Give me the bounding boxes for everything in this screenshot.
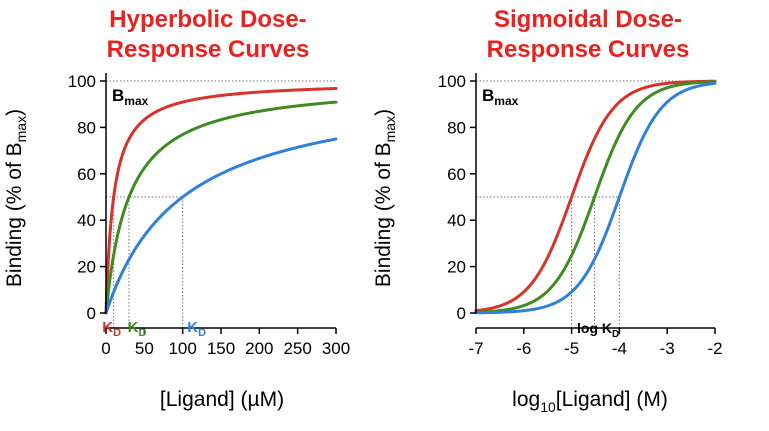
y-tick-label: 80 — [77, 118, 96, 137]
kd-label-main: K — [187, 319, 198, 336]
x-tick-label: -6 — [516, 339, 531, 358]
y-tick-label: 40 — [447, 211, 466, 230]
left-ylabel-main: Binding (% of B — [3, 142, 26, 287]
right-xlabel-end: [Ligand] (M) — [556, 388, 668, 411]
y-tick-label: 60 — [447, 165, 466, 184]
y-tick-label: 60 — [77, 165, 96, 184]
red-curve — [104, 86, 338, 315]
y-tick-label: 20 — [77, 258, 96, 277]
x-tick-label: -5 — [564, 339, 579, 358]
x-tick-label: -3 — [660, 339, 675, 358]
kd-label-sub: D — [113, 327, 121, 339]
left-y-axis-label: Binding (% of Bmax) — [3, 109, 29, 287]
left-bmax-main: B — [112, 86, 124, 105]
kd-label-main: K — [102, 319, 113, 336]
x-tick-label: 300 — [322, 339, 350, 358]
right-bmax-sub: max — [494, 94, 518, 108]
blue-curve — [104, 137, 338, 315]
y-tick-label: 40 — [77, 211, 96, 230]
green-curve — [104, 100, 338, 315]
left-axes — [100, 73, 337, 334]
left-title-line1: Hyperbolic Dose- — [109, 6, 306, 33]
left-kd-labels: KD KD KD — [102, 319, 206, 339]
left-x-axis-label: [Ligand] (µM) — [160, 388, 284, 411]
left-x-tick-labels: 0 50 100 150 200 250 300 — [101, 339, 350, 358]
right-ylabel-sub: max — [382, 116, 398, 142]
x-tick-label: -7 — [468, 339, 483, 358]
right-y-axis-label: Binding (% of Bmax) — [372, 109, 398, 287]
left-title-line2: Response Curves — [107, 36, 310, 63]
right-ylabel-main: Binding (% of B — [372, 142, 395, 287]
red-kd-label: KD — [102, 319, 121, 339]
right-title-line1: Sigmoidal Dose- — [494, 6, 682, 33]
green-kd-label: KD — [128, 319, 147, 339]
left-curves — [104, 86, 338, 315]
y-tick-label: 0 — [87, 304, 96, 323]
x-tick-label: 150 — [207, 339, 235, 358]
x-tick-label: 200 — [245, 339, 273, 358]
left-bmax-sub: max — [124, 94, 148, 108]
right-guide-lines — [476, 80, 715, 328]
right-ylabel-end: ) — [372, 109, 395, 116]
kd-label-sub: D — [198, 327, 206, 339]
right-bmax-main: B — [482, 86, 494, 105]
left-bmax-label: Bmax — [112, 86, 149, 108]
blue-curve — [474, 81, 717, 315]
right-axes — [470, 73, 716, 334]
right-bmax-label: Bmax — [482, 86, 519, 108]
right-xlabel-sub: 10 — [540, 399, 556, 415]
x-tick-label: -2 — [707, 339, 722, 358]
kd-label-main: K — [128, 319, 139, 336]
green-curve — [474, 80, 717, 314]
x-tick-label: 250 — [283, 339, 311, 358]
y-tick-label: 0 — [457, 304, 466, 323]
y-tick-label: 80 — [447, 118, 466, 137]
x-tick-label: 0 — [101, 339, 110, 358]
left-ylabel-sub: max — [13, 116, 29, 142]
left-y-tick-labels: 0 20 40 60 80 100 — [68, 72, 96, 323]
y-tick-label: 100 — [438, 72, 466, 91]
x-tick-label: 100 — [168, 339, 196, 358]
left-ylabel-end: ) — [3, 109, 26, 116]
hyperbolic-chart: Hyperbolic Dose- Response Curves 0 20 40 60… — [3, 6, 350, 411]
right-logkd-sub: D — [612, 329, 619, 340]
x-tick-label: -4 — [612, 339, 627, 358]
y-tick-label: 20 — [447, 258, 466, 277]
right-x-axis-label: log10[Ligand] (M) — [512, 388, 668, 415]
right-logkd-main: log K — [577, 320, 612, 336]
y-tick-label: 100 — [68, 72, 96, 91]
x-tick-label: 50 — [135, 339, 154, 358]
sigmoidal-chart: Sigmoidal Dose- Response Curves 0 20 40 60 8… — [372, 6, 723, 415]
right-x-tick-labels: -7 -6 -5 -4 -3 -2 — [468, 339, 722, 358]
red-curve — [474, 79, 717, 313]
right-logkd-label: log KD — [577, 320, 619, 340]
blue-kd-label: KD — [187, 319, 206, 339]
left-guide-lines — [106, 80, 336, 328]
right-xlabel-main: log — [512, 388, 540, 411]
right-title-line2: Response Curves — [487, 36, 690, 63]
right-y-tick-labels: 0 20 40 60 80 100 — [438, 72, 466, 323]
right-curves — [474, 79, 717, 315]
kd-label-sub: D — [138, 327, 146, 339]
